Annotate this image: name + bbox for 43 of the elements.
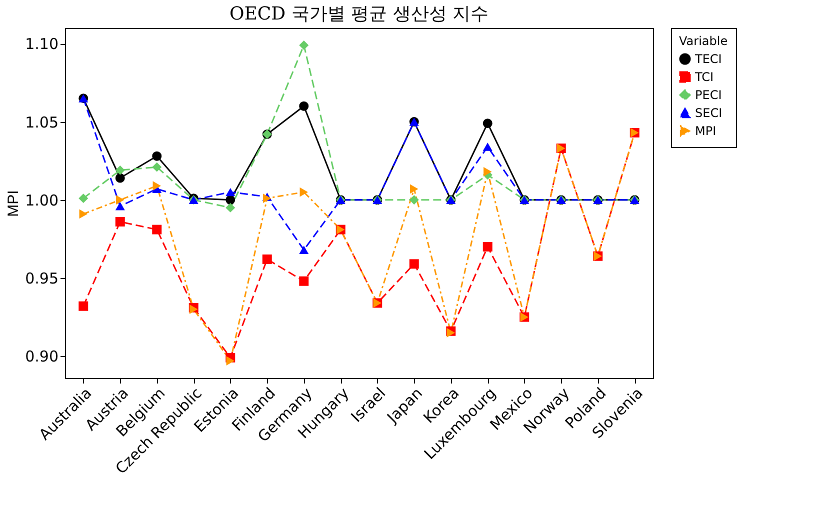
legend-label: TECI bbox=[694, 52, 722, 66]
y-tick-label: 1.10 bbox=[25, 35, 58, 54]
point bbox=[299, 276, 309, 286]
legend-label: MPI bbox=[695, 124, 716, 138]
point bbox=[300, 187, 308, 197]
point bbox=[299, 101, 309, 111]
point bbox=[263, 194, 272, 204]
point bbox=[410, 184, 418, 194]
point bbox=[115, 173, 125, 183]
point bbox=[115, 217, 125, 226]
legend-label: TCI bbox=[694, 70, 714, 84]
legend-label: PECI bbox=[695, 88, 722, 102]
point bbox=[482, 118, 492, 128]
point bbox=[226, 202, 236, 212]
legend-title: Variable bbox=[679, 34, 728, 48]
y-tick-label: 1.05 bbox=[25, 113, 58, 132]
point bbox=[152, 151, 162, 161]
point bbox=[78, 301, 88, 311]
y-axis-title: MPI bbox=[5, 190, 22, 217]
point bbox=[409, 259, 419, 269]
point bbox=[484, 167, 492, 176]
point bbox=[152, 181, 161, 191]
point bbox=[226, 195, 236, 205]
point bbox=[115, 165, 125, 175]
point bbox=[299, 40, 309, 50]
point bbox=[226, 356, 234, 366]
point bbox=[116, 195, 124, 205]
point bbox=[299, 246, 309, 254]
point bbox=[409, 195, 419, 205]
point bbox=[152, 224, 162, 234]
y-tick-label: 0.95 bbox=[25, 270, 58, 288]
y-tick-label: 1.00 bbox=[25, 191, 58, 210]
y-tick-label: 0.90 bbox=[25, 348, 58, 366]
point bbox=[79, 209, 88, 219]
chart-title: OECD 국가별 평균 생산성 지수 bbox=[230, 4, 488, 24]
point bbox=[115, 202, 125, 210]
point bbox=[152, 162, 162, 172]
point bbox=[226, 188, 236, 196]
point bbox=[482, 142, 492, 151]
point bbox=[482, 242, 492, 252]
point bbox=[262, 254, 272, 264]
point bbox=[78, 194, 88, 204]
legend-label: SECI bbox=[695, 106, 722, 120]
